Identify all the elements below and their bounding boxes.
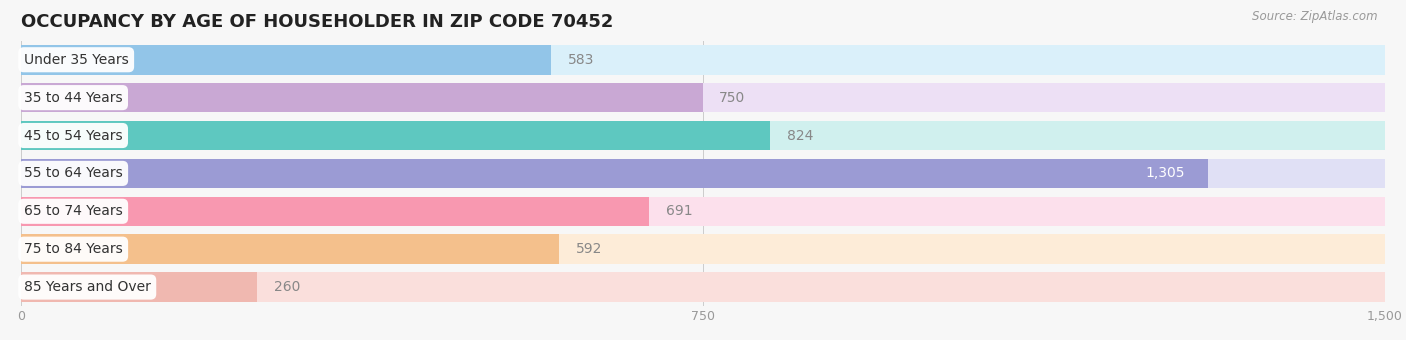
Text: 75 to 84 Years: 75 to 84 Years [24, 242, 122, 256]
Bar [21, 234, 1385, 264]
Bar [21, 272, 257, 302]
Bar [21, 159, 1385, 188]
Bar [21, 197, 1385, 226]
Text: 55 to 64 Years: 55 to 64 Years [24, 166, 122, 181]
Bar [21, 272, 1385, 302]
Text: 35 to 44 Years: 35 to 44 Years [24, 91, 122, 105]
Bar [21, 197, 650, 226]
Text: OCCUPANCY BY AGE OF HOUSEHOLDER IN ZIP CODE 70452: OCCUPANCY BY AGE OF HOUSEHOLDER IN ZIP C… [21, 13, 613, 31]
Bar [21, 234, 560, 264]
Bar [21, 45, 1385, 74]
Text: 750: 750 [720, 91, 745, 105]
Text: 583: 583 [568, 53, 593, 67]
Bar [21, 45, 551, 74]
Text: 45 to 54 Years: 45 to 54 Years [24, 129, 122, 142]
Text: 260: 260 [274, 280, 301, 294]
Text: 824: 824 [786, 129, 813, 142]
Text: Source: ZipAtlas.com: Source: ZipAtlas.com [1253, 10, 1378, 23]
Text: 691: 691 [665, 204, 692, 218]
Bar [21, 83, 1385, 113]
Text: 1,305: 1,305 [1146, 166, 1185, 181]
Bar [21, 159, 1208, 188]
Bar [21, 121, 770, 150]
Text: Under 35 Years: Under 35 Years [24, 53, 128, 67]
Text: 65 to 74 Years: 65 to 74 Years [24, 204, 122, 218]
Bar [21, 121, 1385, 150]
Text: 592: 592 [575, 242, 602, 256]
Bar [21, 83, 703, 113]
Text: 85 Years and Over: 85 Years and Over [24, 280, 150, 294]
